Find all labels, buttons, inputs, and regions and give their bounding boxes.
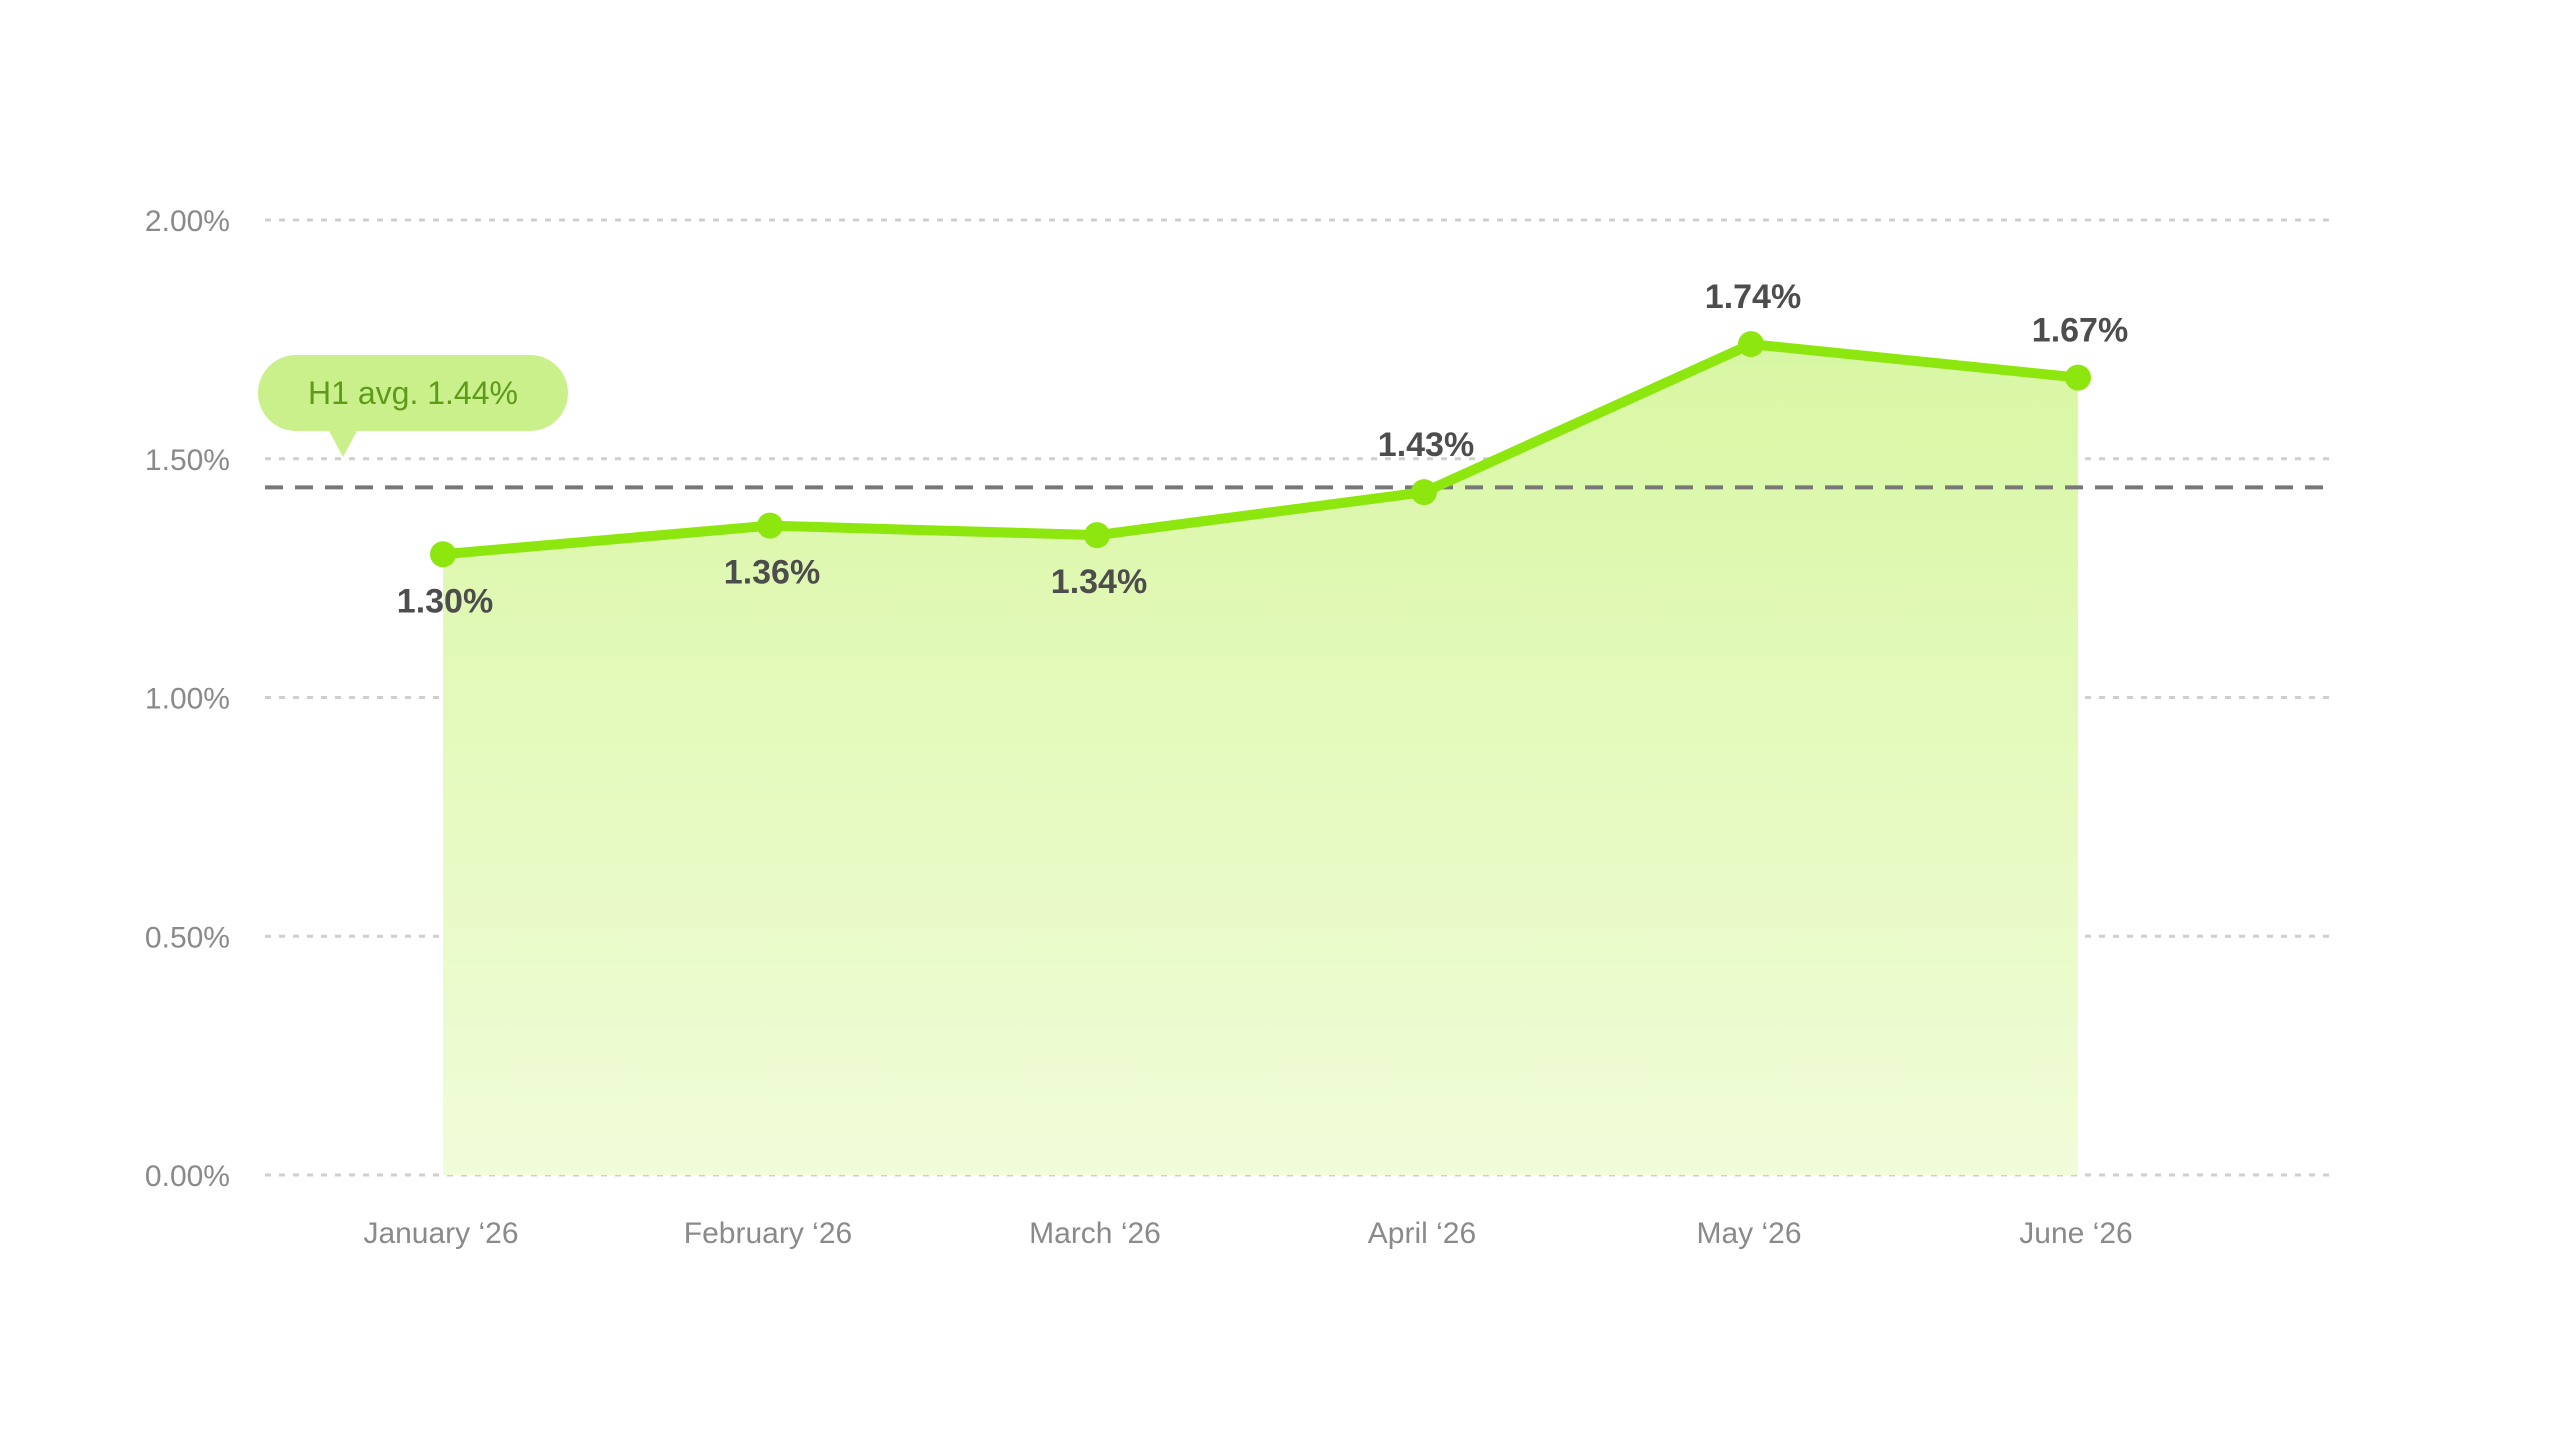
data-points (430, 331, 2091, 568)
series-line (438, 339, 2083, 560)
data-label: 1.30% (397, 582, 493, 620)
data-point (430, 541, 456, 568)
x-tick-label: January ‘26 (363, 1217, 518, 1250)
data-label: 1.67% (2032, 312, 2128, 350)
x-tick-label: February ‘26 (684, 1217, 852, 1250)
y-tick-label: 0.50% (145, 921, 230, 954)
average-badge (258, 355, 568, 431)
y-tick-label: 1.50% (145, 444, 230, 477)
x-tick-label: April ‘26 (1368, 1217, 1476, 1250)
data-point (757, 512, 783, 539)
x-tick-label: May ‘26 (1696, 1217, 1801, 1250)
y-tick-label: 0.00% (145, 1160, 230, 1193)
area-layer (443, 344, 2078, 1175)
data-point (1411, 479, 1437, 506)
x-tick-label: March ‘26 (1029, 1217, 1161, 1250)
series-area (443, 344, 2078, 1175)
data-point (1084, 522, 1110, 549)
data-point (2065, 364, 2091, 391)
data-label: 1.43% (1378, 426, 1474, 464)
data-point (1738, 331, 1764, 358)
data-labels: 1.30% 1.36% 1.34% 1.43% 1.74% 1.67% (397, 278, 2128, 620)
y-axis: 0.00% 0.50% 1.00% 1.50% 2.00% (145, 205, 230, 1193)
data-label: 1.36% (724, 554, 820, 592)
y-tick-label: 2.00% (145, 205, 230, 238)
data-label: 1.74% (1705, 278, 1801, 316)
average-badge-pointer (328, 429, 358, 457)
x-axis: January ‘26 February ‘26 March ‘26 April ‘2… (363, 1217, 2132, 1250)
x-tick-label: June ‘26 (2019, 1217, 2132, 1250)
average-reference: H1 avg. 1.44% (258, 355, 2330, 490)
data-label: 1.34% (1051, 563, 1147, 601)
y-tick-label: 1.00% (145, 683, 230, 716)
average-badge-label: H1 avg. 1.44% (308, 375, 518, 411)
series-line-layer (438, 339, 2083, 560)
